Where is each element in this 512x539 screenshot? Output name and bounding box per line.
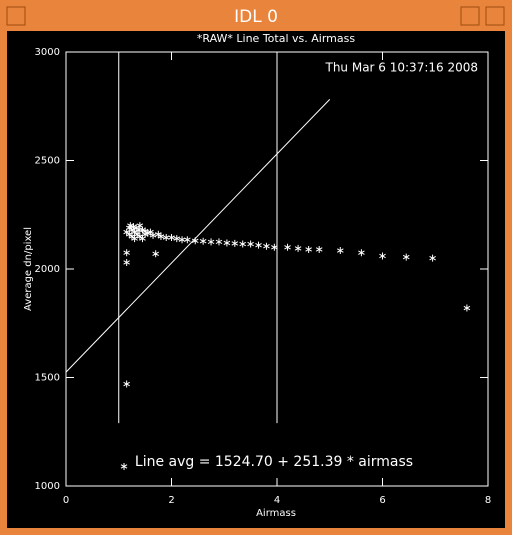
timestamp: Thu Mar 6 10:37:16 2008 xyxy=(324,61,478,75)
asterisk-point xyxy=(223,239,231,247)
window-title: IDL 0 xyxy=(234,7,278,27)
asterisk-point xyxy=(155,230,162,238)
asterisk-point xyxy=(123,249,130,257)
y-tick-label: 2000 xyxy=(35,264,60,275)
asterisk-point xyxy=(120,462,128,470)
asterisk-point xyxy=(184,236,191,244)
fit-annotation: Line avg = 1524.70 + 251.39 * airmass xyxy=(135,454,413,470)
asterisk-point xyxy=(284,243,291,251)
asterisk-point xyxy=(463,304,471,312)
asterisk-point xyxy=(136,232,144,240)
asterisk-point xyxy=(239,240,247,248)
fit-line xyxy=(65,99,331,373)
x-tick-label: 8 xyxy=(485,495,491,506)
plot-canvas xyxy=(7,31,505,528)
asterisk-point xyxy=(337,247,344,255)
asterisk-point xyxy=(429,254,436,262)
asterisk-point xyxy=(149,231,157,239)
asterisk-point xyxy=(199,237,207,245)
asterisk-point xyxy=(147,228,154,236)
window-menu-button[interactable] xyxy=(6,6,26,26)
asterisk-point xyxy=(379,252,386,260)
asterisk-point xyxy=(162,234,170,242)
asterisk-point xyxy=(123,258,130,266)
asterisk-point xyxy=(207,238,215,246)
asterisk-point xyxy=(173,235,181,243)
asterisk-point xyxy=(305,245,312,253)
y-axis-label: Average dn/pixel xyxy=(23,227,34,311)
asterisk-point xyxy=(191,237,199,245)
asterisk-point xyxy=(294,244,302,252)
chart-title: *RAW* Line Total vs. Airmass xyxy=(197,32,355,45)
x-tick-label: 2 xyxy=(168,495,174,506)
asterisk-point xyxy=(402,253,410,261)
asterisk-point xyxy=(263,242,270,250)
y-tick-label: 1000 xyxy=(35,481,60,492)
asterisk-point xyxy=(231,239,239,247)
asterisk-point xyxy=(178,236,186,244)
asterisk-point xyxy=(247,240,254,248)
asterisk-point xyxy=(168,234,175,242)
minimize-button[interactable] xyxy=(460,6,480,26)
y-tick-label: 1500 xyxy=(35,373,60,384)
asterisk-point xyxy=(255,241,262,249)
x-tick-label: 0 xyxy=(63,495,69,506)
x-tick-label: 4 xyxy=(274,495,280,506)
asterisk-point xyxy=(315,245,323,253)
asterisk-point xyxy=(157,232,165,240)
asterisk-point xyxy=(152,250,159,258)
asterisk-point xyxy=(358,249,365,257)
asterisk-point xyxy=(215,238,223,246)
x-axis-label: Airmass xyxy=(256,508,296,519)
asterisk-point xyxy=(271,243,278,251)
y-tick-label: 2500 xyxy=(35,156,60,167)
x-tick-label: 6 xyxy=(379,495,385,506)
asterisk-point xyxy=(123,380,130,388)
maximize-button[interactable] xyxy=(485,6,505,26)
y-tick-label: 3000 xyxy=(35,47,60,58)
